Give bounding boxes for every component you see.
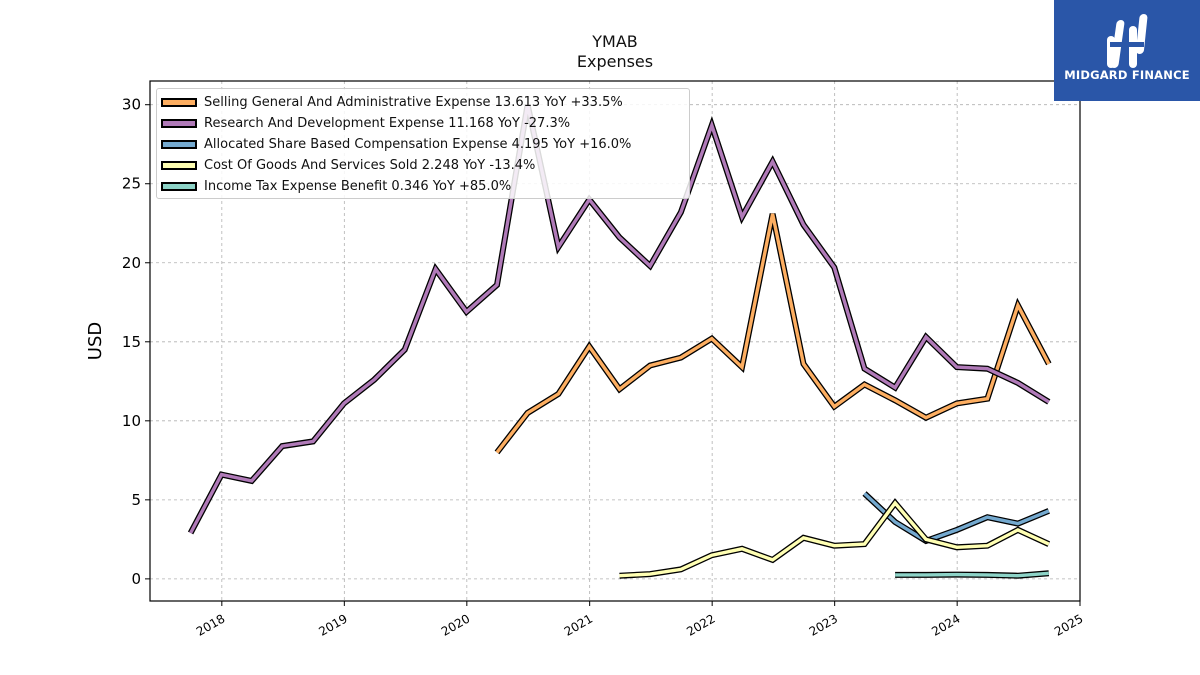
chart-title: YMAB [592,32,638,51]
y-tick-label: 15 [122,333,141,351]
legend-swatch [161,182,197,191]
series-outline [619,498,1051,579]
series-stroke [189,104,1050,534]
legend-swatch [161,140,197,149]
chart-legend: Selling General And Administrative Expen… [156,88,690,199]
y-tick-label: 10 [122,412,141,430]
legend-label: Income Tax Expense Benefit 0.346 YoY +85… [204,179,512,194]
y-tick-label: 20 [122,254,141,272]
series-stroke [863,492,1050,543]
y-tick-label: 5 [131,491,141,509]
chart-subtitle: Expenses [576,52,654,71]
y-tick-label: 30 [122,96,141,114]
legend-item: Selling General And Administrative Expen… [161,92,689,113]
x-tick-label: 2021 [562,611,595,638]
legend-label: Selling General And Administrative Expen… [204,95,623,110]
y-axis-label: USD [85,322,106,360]
y-tick-label: 0 [131,570,141,588]
legend-swatch [161,119,197,128]
logo-mark-icon [1107,14,1148,68]
legend-item: Research And Development Expense 11.168 … [161,113,689,134]
x-tick-label: 2019 [316,611,349,638]
series-2-line [862,491,1050,545]
brand-logo: MIDGARD FINANCE [1054,0,1200,101]
series-4-line [895,570,1050,579]
legend-label: Allocated Share Based Compensation Expen… [204,137,632,152]
legend-item: Income Tax Expense Benefit 0.346 YoY +85… [161,176,689,197]
series-stroke [619,500,1050,578]
legend-item: Allocated Share Based Compensation Expen… [161,134,689,155]
legend-swatch [161,161,197,170]
series-outline [494,213,1052,455]
series-0-line [494,213,1052,455]
x-tick-label: 2018 [194,611,227,638]
series-3-line [619,498,1051,579]
x-tick-label: 2024 [929,611,962,638]
series-stroke [895,571,1049,578]
legend-label: Research And Development Expense 11.168 … [204,116,571,131]
plot-frame [149,80,1081,602]
x-tick-label: 2020 [439,611,472,638]
legend-item: Cost Of Goods And Services Sold 2.248 Yo… [161,155,689,176]
y-tick-label: 25 [122,175,141,193]
series-stroke [495,213,1051,454]
x-tick-label: 2022 [684,611,717,638]
x-tick-label: 2023 [807,611,840,638]
logo-text: MIDGARD FINANCE [1064,68,1190,82]
legend-swatch [161,98,197,107]
series-1-line [187,104,1051,535]
x-tick-label: 2025 [1052,611,1085,638]
legend-label: Cost Of Goods And Services Sold 2.248 Yo… [204,158,536,173]
series-layer [187,104,1052,579]
